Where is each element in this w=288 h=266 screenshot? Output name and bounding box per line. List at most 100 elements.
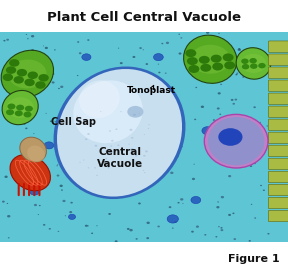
Circle shape (242, 76, 245, 78)
Circle shape (83, 160, 84, 161)
Circle shape (2, 201, 5, 203)
Circle shape (166, 42, 169, 44)
Circle shape (161, 43, 163, 44)
Circle shape (6, 66, 16, 74)
Circle shape (70, 202, 73, 203)
Circle shape (154, 53, 163, 61)
Ellipse shape (57, 69, 182, 197)
Circle shape (231, 99, 234, 101)
Circle shape (249, 58, 257, 64)
Circle shape (44, 142, 54, 149)
Circle shape (7, 203, 8, 204)
Circle shape (238, 48, 241, 51)
Circle shape (131, 159, 133, 160)
Circle shape (127, 106, 143, 118)
Circle shape (135, 155, 137, 157)
Circle shape (144, 124, 147, 127)
Circle shape (56, 165, 58, 166)
Ellipse shape (1, 50, 54, 98)
Circle shape (242, 64, 249, 69)
Circle shape (88, 167, 89, 168)
Circle shape (143, 170, 144, 171)
Circle shape (118, 191, 119, 192)
Circle shape (200, 64, 211, 72)
Circle shape (23, 123, 26, 125)
Circle shape (120, 62, 123, 64)
Circle shape (35, 55, 37, 57)
Circle shape (129, 229, 133, 231)
Circle shape (216, 206, 219, 208)
Circle shape (124, 154, 126, 156)
Circle shape (170, 172, 173, 174)
Circle shape (149, 124, 150, 125)
Circle shape (157, 226, 160, 227)
Circle shape (251, 131, 254, 133)
Circle shape (126, 107, 128, 108)
Circle shape (157, 90, 159, 91)
Circle shape (86, 147, 89, 149)
Circle shape (254, 217, 256, 219)
Circle shape (263, 65, 264, 66)
Circle shape (238, 48, 240, 49)
Circle shape (148, 128, 149, 129)
Circle shape (194, 164, 195, 165)
Circle shape (166, 124, 168, 126)
Circle shape (180, 198, 183, 201)
Circle shape (65, 215, 66, 216)
Circle shape (100, 163, 102, 165)
Circle shape (201, 106, 204, 108)
Circle shape (38, 74, 49, 82)
Circle shape (6, 109, 14, 115)
Circle shape (60, 185, 63, 187)
Circle shape (89, 175, 92, 177)
FancyBboxPatch shape (268, 184, 288, 196)
Circle shape (105, 150, 107, 152)
Circle shape (253, 162, 256, 164)
Circle shape (96, 175, 98, 176)
Circle shape (31, 49, 34, 51)
Circle shape (233, 143, 235, 144)
Circle shape (218, 33, 220, 34)
Circle shape (7, 105, 9, 106)
Circle shape (108, 213, 111, 215)
Circle shape (195, 87, 197, 88)
Circle shape (54, 121, 56, 122)
Circle shape (147, 131, 150, 134)
Circle shape (105, 158, 107, 159)
Circle shape (182, 203, 183, 204)
Circle shape (167, 215, 179, 223)
Circle shape (91, 232, 93, 234)
Circle shape (87, 133, 90, 135)
Circle shape (24, 79, 35, 86)
Circle shape (27, 38, 29, 39)
Circle shape (36, 63, 39, 66)
Circle shape (145, 150, 148, 152)
Circle shape (79, 188, 81, 189)
Circle shape (221, 229, 223, 231)
Circle shape (191, 231, 194, 233)
Ellipse shape (240, 54, 266, 73)
Circle shape (108, 167, 109, 168)
Circle shape (185, 49, 196, 57)
Circle shape (139, 113, 140, 114)
Circle shape (188, 65, 199, 73)
Circle shape (234, 238, 236, 240)
Circle shape (211, 55, 222, 63)
Circle shape (23, 111, 31, 117)
Circle shape (147, 143, 150, 145)
Circle shape (158, 80, 160, 81)
Circle shape (178, 34, 180, 35)
Circle shape (118, 48, 119, 49)
FancyBboxPatch shape (268, 93, 288, 105)
Circle shape (135, 161, 137, 162)
Text: Figure 1: Figure 1 (228, 254, 279, 264)
FancyBboxPatch shape (268, 67, 288, 78)
Circle shape (232, 213, 234, 214)
Circle shape (82, 54, 91, 60)
Circle shape (221, 196, 224, 198)
Circle shape (144, 134, 145, 135)
Circle shape (139, 47, 142, 49)
Circle shape (145, 63, 148, 65)
Circle shape (158, 64, 159, 65)
Circle shape (263, 189, 265, 191)
